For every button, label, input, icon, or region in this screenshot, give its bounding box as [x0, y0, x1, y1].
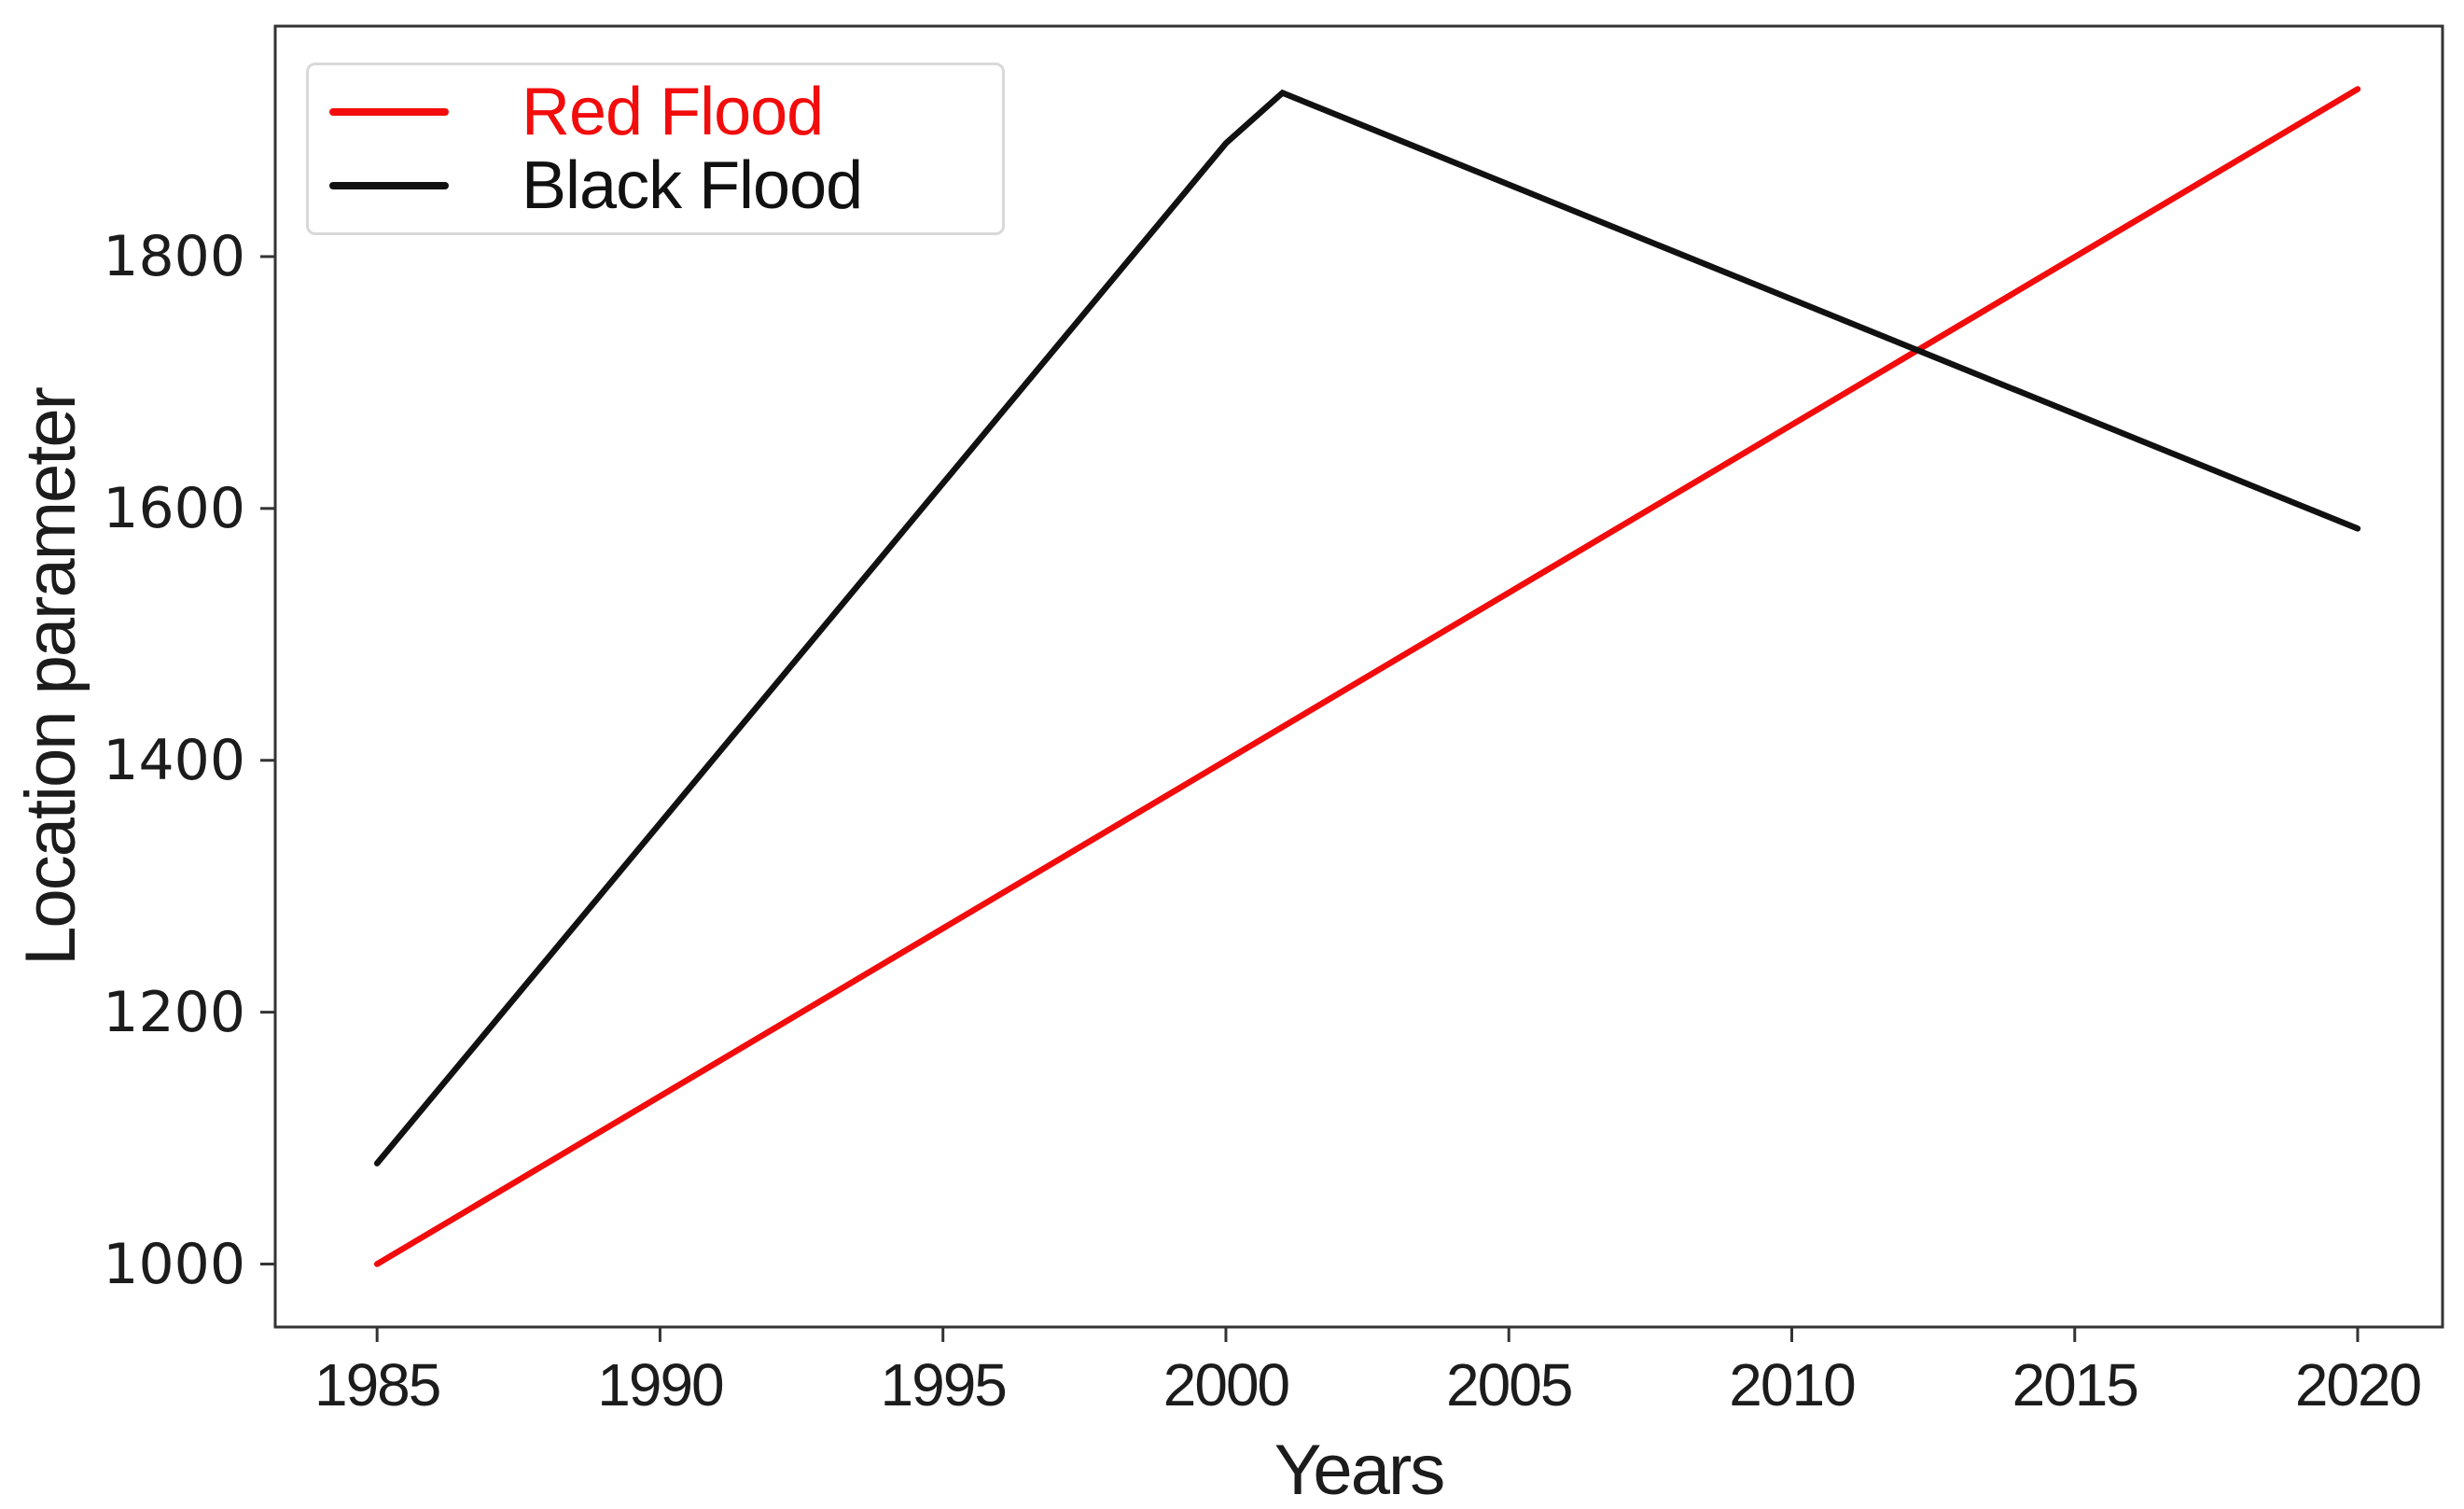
legend-label-black-flood: Black Flood: [522, 148, 863, 224]
x-tick-label: 2010: [1729, 1351, 1856, 1418]
legend-item-black-flood: Black Flood: [309, 149, 1002, 224]
y-axis-title-wrap: Location parameter: [6, 26, 95, 1327]
y-tick-label: 1800: [103, 223, 245, 289]
black-flood-line-swatch: [329, 182, 449, 190]
x-tick-label: 2020: [2294, 1351, 2422, 1418]
legend: Red Flood Black Flood: [306, 63, 1005, 235]
red-flood-line-swatch: [329, 107, 449, 116]
x-axis-title: Years: [1274, 1431, 1446, 1509]
x-tick-label: 1990: [597, 1351, 724, 1418]
x-tick-label: 1995: [880, 1351, 1008, 1418]
x-tick-label: 2015: [2012, 1351, 2139, 1418]
legend-item-red-flood: Red Flood: [309, 75, 1002, 149]
plot-spines: [273, 24, 2444, 1329]
black-flood-line: [373, 89, 2361, 1167]
x-tick-label: 2005: [1446, 1351, 1573, 1418]
legend-label-red-flood: Red Flood: [522, 74, 824, 149]
x-tick-label: 1985: [313, 1351, 441, 1418]
y-axis-title: Location parameter: [10, 387, 90, 966]
y-tick-label: 1400: [103, 727, 245, 793]
red-flood-line: [373, 86, 2361, 1267]
y-tick-label: 1600: [103, 475, 245, 541]
y-tick-label: 1000: [103, 1231, 245, 1297]
x-tick-label: 2000: [1162, 1351, 1290, 1418]
y-tick-label: 1200: [103, 979, 245, 1045]
